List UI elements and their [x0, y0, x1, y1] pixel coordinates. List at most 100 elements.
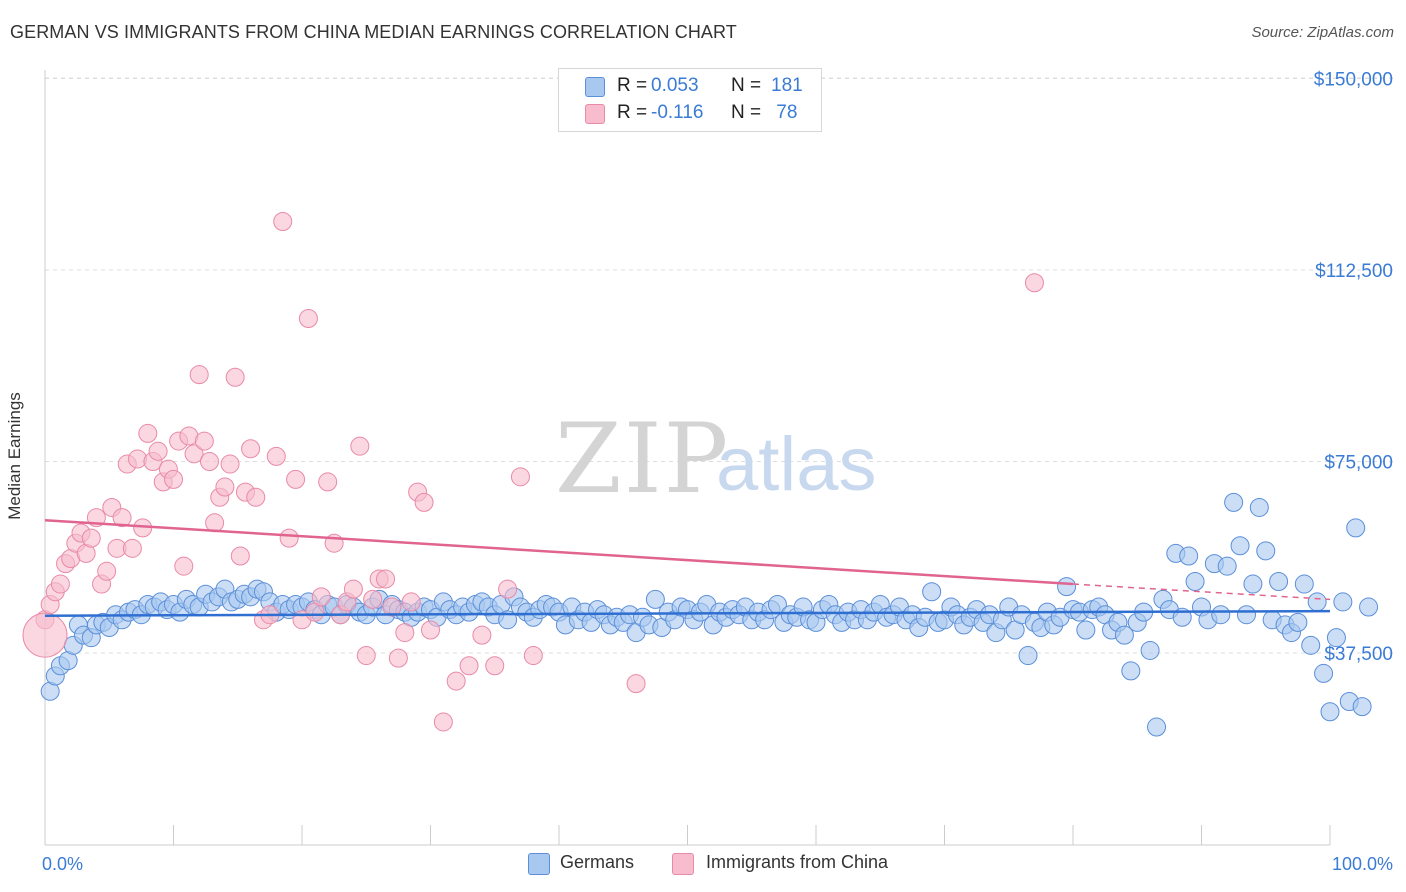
germans-point [1057, 577, 1077, 597]
china-point [318, 472, 338, 492]
axes [44, 70, 1331, 846]
china-trend-extension [1072, 583, 1331, 601]
china-point [112, 508, 132, 528]
germans-point [1301, 635, 1321, 655]
china-point [498, 579, 518, 599]
germans-point [1326, 628, 1346, 648]
legend-r-label: R = [617, 102, 648, 123]
china-points [22, 211, 1044, 732]
x-tick-labels: 0.0% 100.0% [42, 854, 1393, 874]
germans-point [1320, 702, 1340, 722]
china-point [356, 646, 376, 666]
legend-n-value: 78 [771, 102, 798, 123]
china-point [230, 546, 250, 566]
germans-point [1307, 592, 1327, 612]
china-point-large [22, 612, 68, 658]
germans-point [1256, 541, 1276, 561]
china-point [266, 446, 286, 466]
y-tick-label: $37,500 [1324, 644, 1393, 665]
china-point [246, 487, 266, 507]
china-point [459, 656, 479, 676]
watermark-atlas: atlas [716, 422, 877, 507]
china-point [401, 592, 421, 612]
germans-point [1352, 697, 1372, 717]
china-point [50, 574, 70, 594]
bottom-legend-label-germans: Germans [560, 852, 635, 872]
china-point [138, 423, 158, 443]
china-point [1024, 273, 1044, 293]
china-point [446, 671, 466, 691]
germans-point [1140, 640, 1160, 660]
china-point [510, 467, 530, 487]
china-point [626, 674, 646, 694]
chart-title: GERMAN VS IMMIGRANTS FROM CHINA MEDIAN E… [10, 22, 737, 42]
germans-point [1147, 717, 1167, 737]
china-point [215, 477, 235, 497]
watermark: ZIP atlas [555, 403, 877, 515]
china-point [376, 569, 396, 589]
china-point [225, 367, 245, 387]
germans-point [645, 589, 665, 609]
china-point [148, 441, 168, 461]
germans-point [1076, 620, 1096, 640]
china-point [485, 656, 505, 676]
germans-point [1236, 605, 1256, 625]
y-tick-label: $75,000 [1324, 453, 1393, 474]
germans-point [1294, 574, 1314, 594]
china-point [241, 439, 261, 459]
legend-n-label: N = [731, 102, 762, 123]
china-point [279, 528, 299, 548]
china-point [286, 469, 306, 489]
germans-point [1121, 661, 1141, 681]
china-point [350, 436, 370, 456]
germans-point [1333, 592, 1353, 612]
china-point [472, 625, 492, 645]
legend-r-value: -0.116 [651, 102, 704, 123]
germans-point [1179, 546, 1199, 566]
china-point [363, 589, 383, 609]
germans-trend-line [44, 609, 1331, 617]
watermark-zip: ZIP [555, 403, 730, 515]
china-point [220, 454, 240, 474]
china-point [184, 444, 204, 464]
x-tick-label-max: 100.0% [1332, 854, 1393, 874]
germans-point [1288, 612, 1308, 632]
x-tick-label-min: 0.0% [42, 854, 83, 874]
trend-lines [44, 518, 1331, 617]
china-point [382, 597, 402, 617]
china-point [81, 528, 101, 548]
germans-point [1114, 625, 1134, 645]
germans-point [1346, 518, 1366, 538]
china-point [199, 452, 219, 471]
bottom-legend-swatch-china [672, 853, 694, 875]
legend-n-value: 181 [771, 75, 803, 96]
correlation-legend: R = 0.053 N = 181 R = -0.116 N = 78 [558, 68, 822, 132]
germans-point [1230, 536, 1250, 556]
germans-point [1185, 572, 1205, 592]
source-credit: Source: ZipAtlas.com [1251, 24, 1394, 41]
grid-lines [45, 77, 1395, 654]
germans-point [1018, 646, 1038, 666]
legend-r-label: R = [617, 75, 648, 96]
germans-point [1224, 492, 1244, 512]
germans-point [1359, 597, 1379, 617]
legend-swatch-china [585, 104, 605, 124]
china-point [523, 646, 543, 666]
legend-r-value: 0.053 [651, 75, 699, 96]
china-point [421, 620, 440, 640]
china-point [122, 538, 142, 558]
y-tick-labels: $37,500 $75,000 $112,500 $150,000 [1314, 70, 1393, 666]
china-point [164, 469, 183, 489]
bottom-legend-swatch-germans [528, 853, 550, 875]
china-point [311, 587, 331, 607]
china-trend-line [44, 518, 1074, 586]
china-point [414, 492, 434, 512]
legend-n-label: N = [731, 75, 762, 96]
china-point [343, 579, 363, 599]
china-point [388, 648, 408, 668]
germans-point [1314, 663, 1334, 683]
germans-point [922, 582, 942, 602]
china-point [205, 513, 225, 533]
germans-point [1243, 574, 1263, 594]
